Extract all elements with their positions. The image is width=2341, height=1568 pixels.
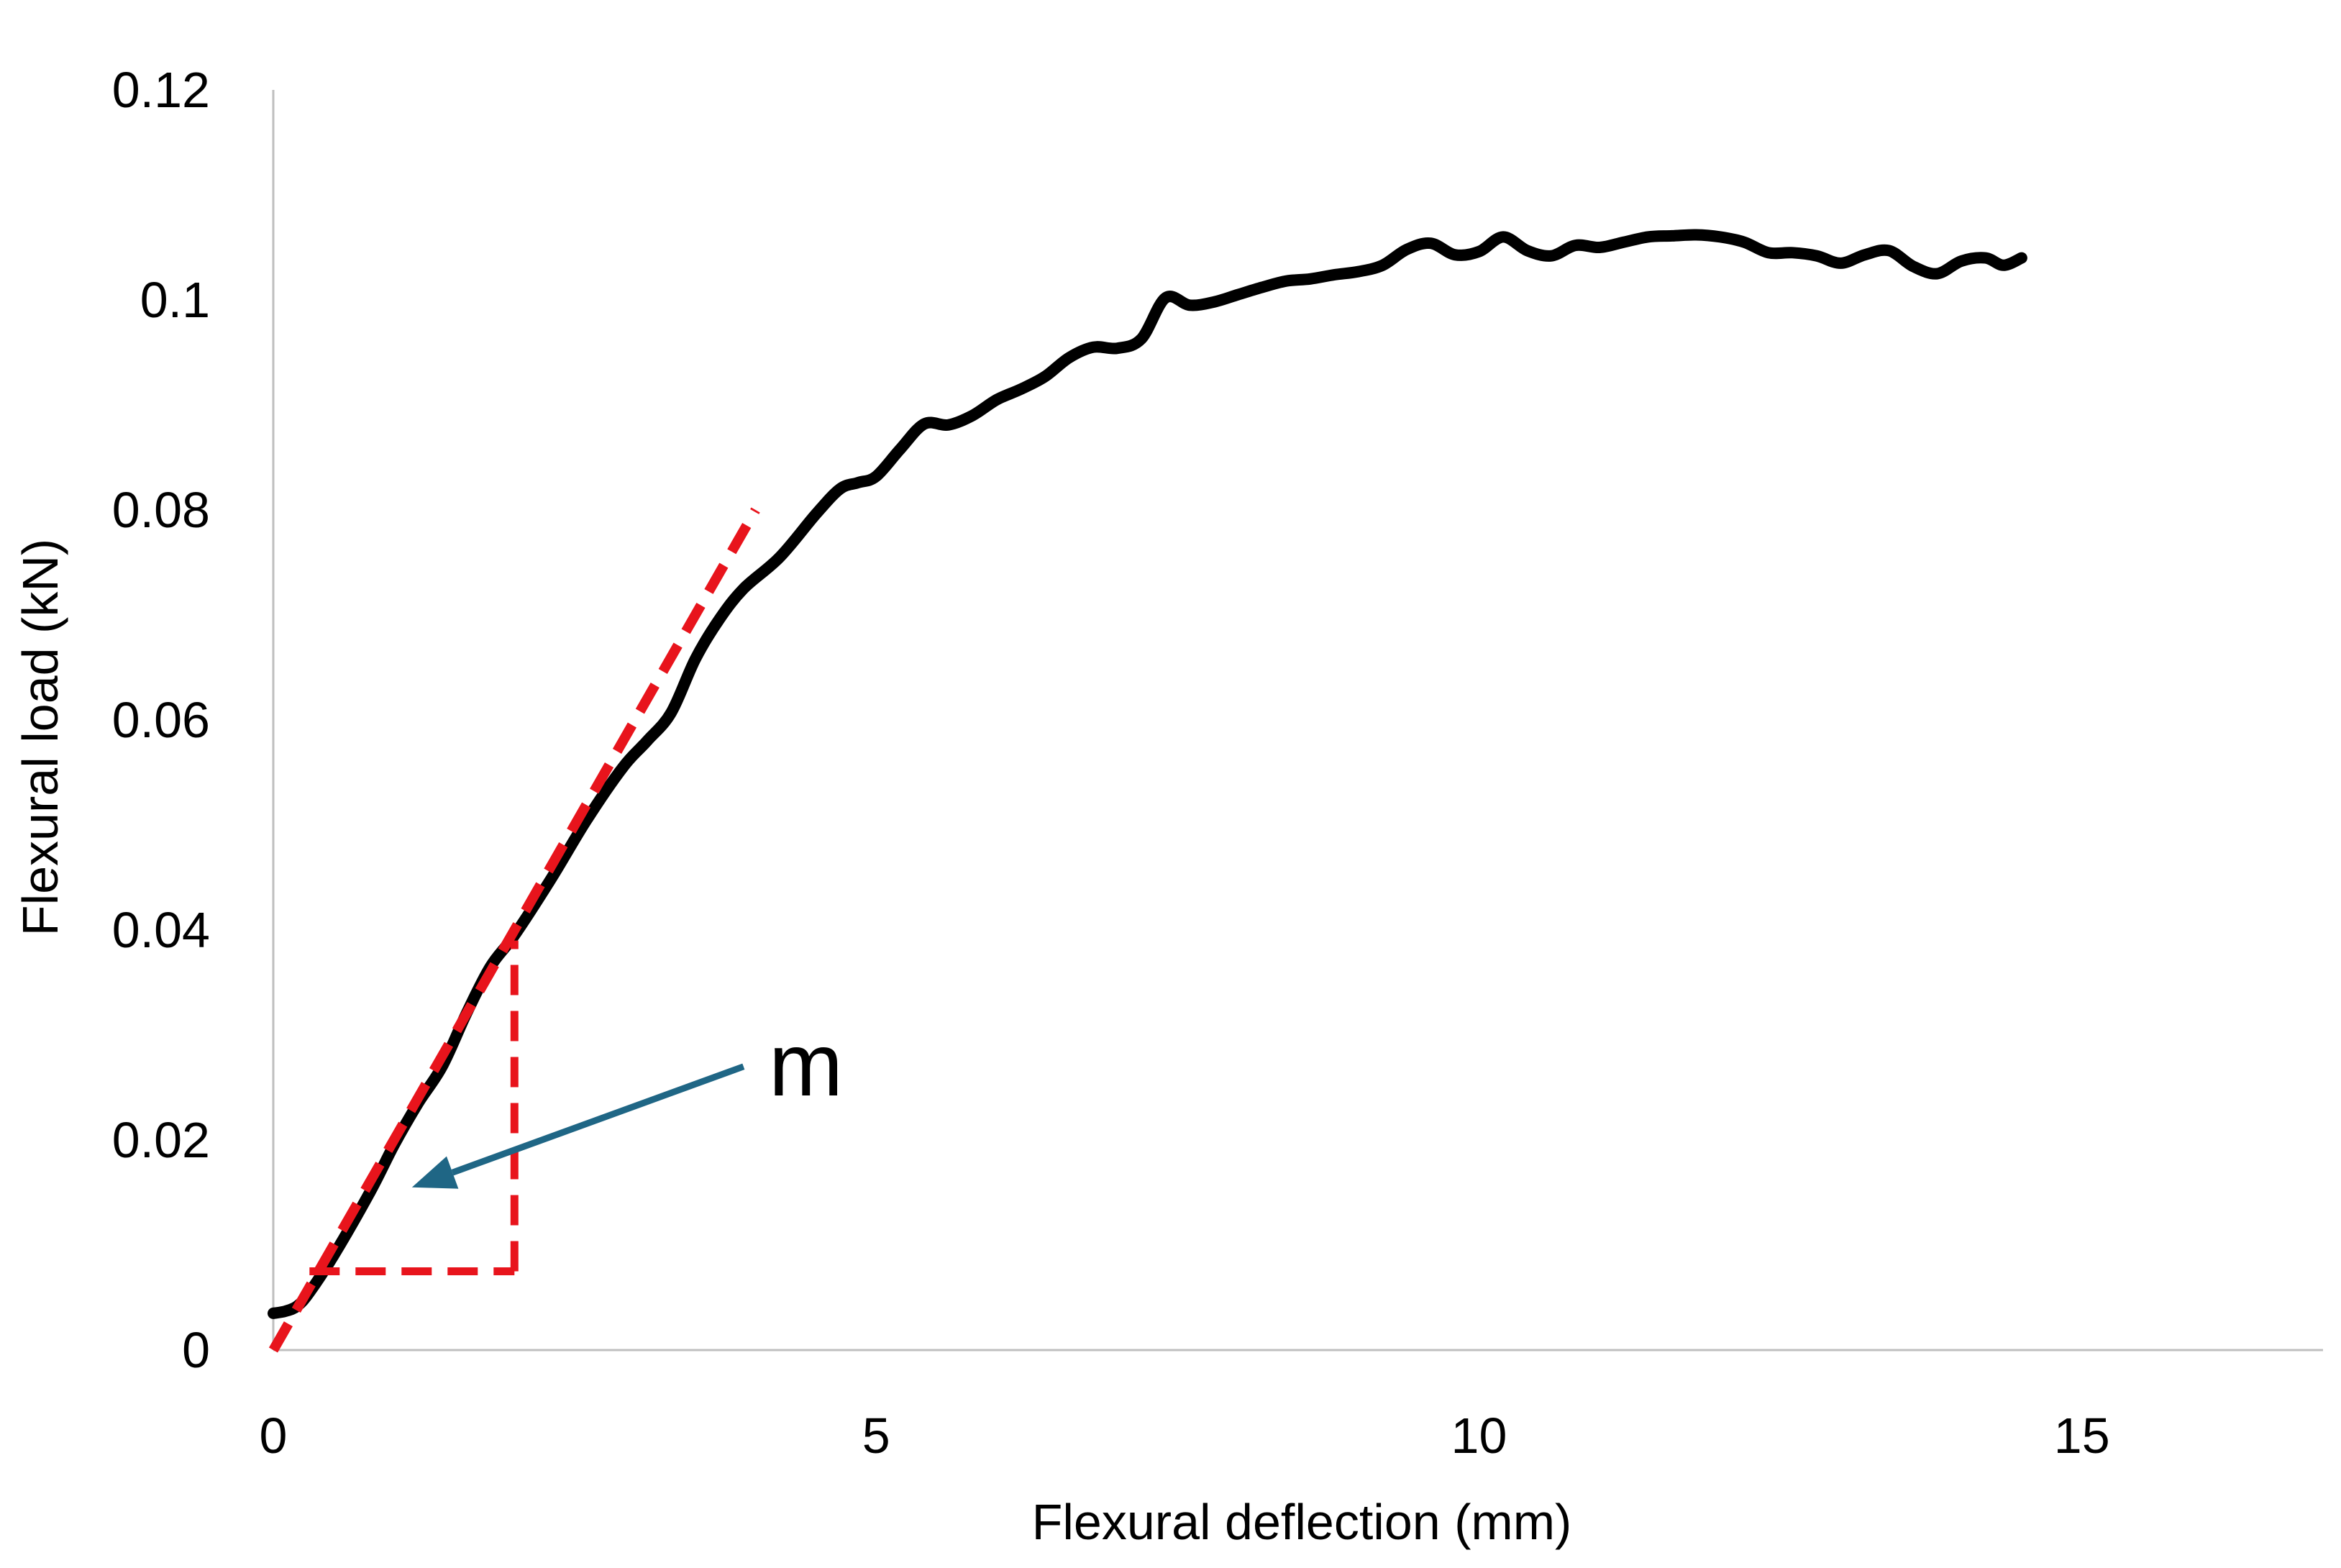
y-tick-label: 0.08: [112, 482, 210, 538]
annotation-layer: m: [268, 507, 843, 1353]
y-tick-label: 0.12: [112, 62, 210, 118]
x-tick-label: 5: [862, 1408, 890, 1464]
axes: [272, 90, 2323, 1352]
x-axis-title: Flexural deflection (mm): [1032, 1494, 1572, 1550]
series-layer: [268, 229, 2027, 1319]
y-tick-label: 0.06: [112, 692, 210, 748]
slope-arrow-shaft: [451, 1063, 745, 1176]
y-tick-labels: 0 0.02 0.04 0.06 0.08 0.1 0.12: [112, 62, 210, 1378]
y-tick-label: 0: [182, 1322, 210, 1378]
slope-label-m: m: [769, 1016, 843, 1115]
y-tick-label: 0.04: [112, 902, 210, 958]
x-tick-label: 10: [1451, 1408, 1507, 1464]
x-tick-label: 15: [2054, 1408, 2110, 1464]
y-axis-title: Flexural load (kN): [12, 539, 68, 936]
slope-arrow-head: [411, 1156, 459, 1189]
x-tick-labels: 0 5 10 15: [260, 1408, 2110, 1464]
load-deflection-curve: [268, 229, 2027, 1319]
y-tick-label: 0.02: [112, 1112, 210, 1168]
slope-tangent-line: [268, 507, 760, 1353]
x-tick-label: 0: [260, 1408, 288, 1464]
y-tick-label: 0.1: [140, 272, 210, 328]
